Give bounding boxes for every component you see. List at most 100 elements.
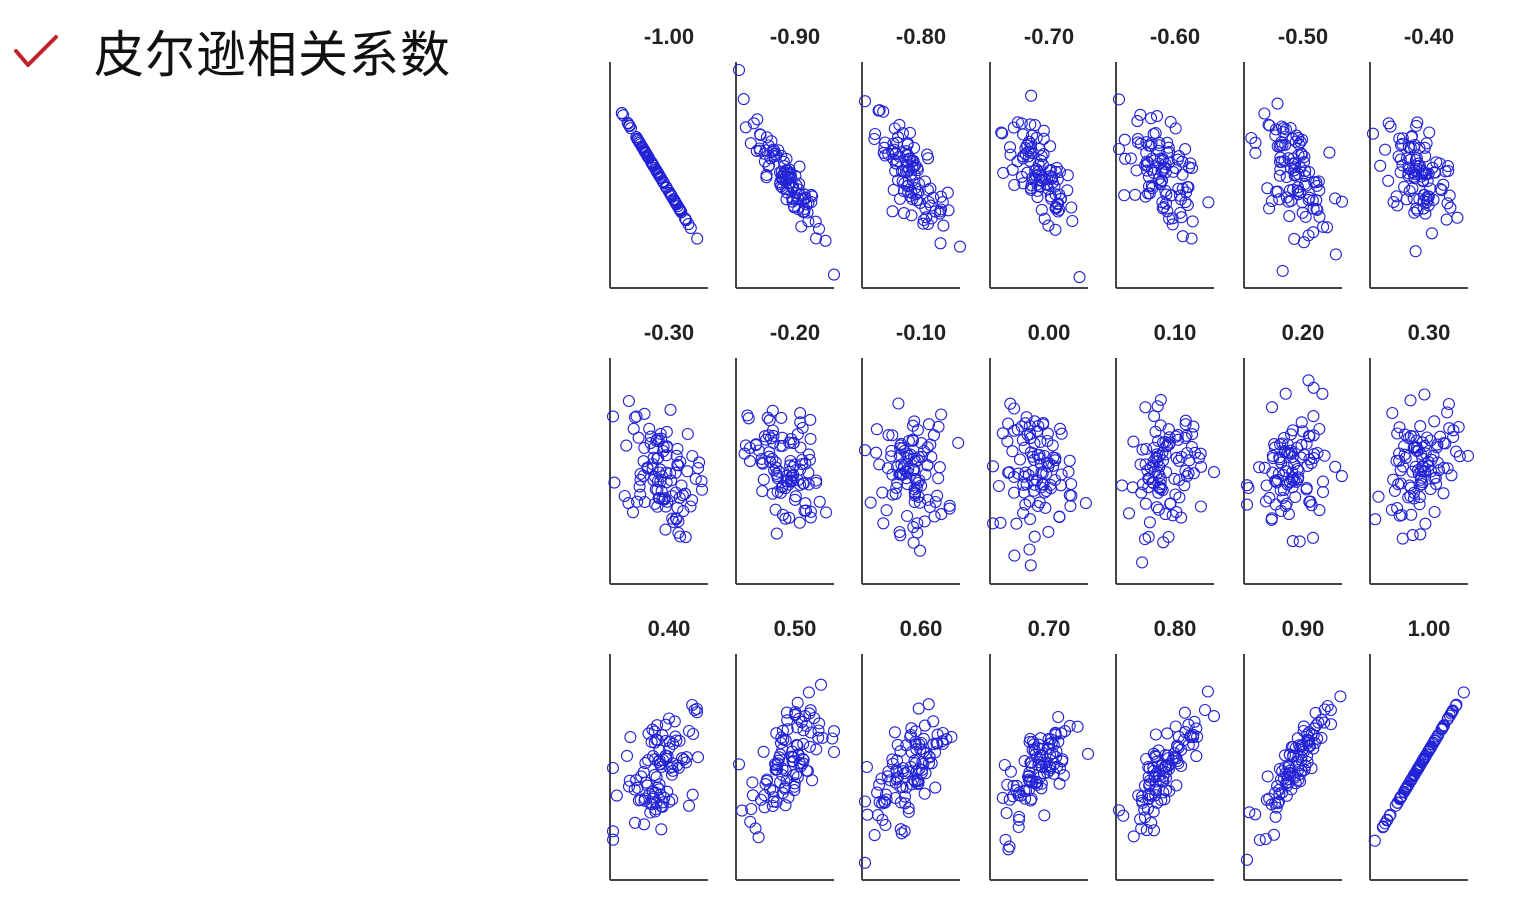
scatter-point: [1435, 184, 1448, 197]
scatter-point: [1055, 468, 1068, 481]
scatter-point: [770, 467, 783, 480]
scatter-point: [802, 686, 815, 699]
scatter-point: [900, 739, 913, 752]
scatter-point: [1036, 742, 1049, 755]
scatter-point: [886, 757, 899, 770]
scatter-point: [1136, 443, 1149, 456]
scatter-point: [1024, 513, 1037, 526]
scatter-point: [1178, 479, 1191, 492]
scatter-point: [894, 745, 907, 758]
scatter-point: [797, 737, 810, 750]
scatter-point: [631, 495, 644, 508]
scatter-point: [1253, 461, 1266, 474]
scatter-point: [695, 483, 709, 496]
scatter-point: [885, 450, 898, 463]
scatter-point: [1261, 770, 1274, 783]
scatter-point: [1416, 174, 1429, 187]
scatter-point: [895, 827, 908, 840]
scatter-point: [1148, 167, 1161, 180]
scatter-point: [774, 736, 788, 750]
scatter-point: [1154, 393, 1167, 406]
scatter-point: [670, 449, 683, 462]
scatter-point: [1118, 189, 1131, 202]
scatter-point: [766, 487, 779, 500]
scatter-point: [763, 414, 776, 427]
scatter-point: [934, 205, 947, 218]
scatter-point: [608, 476, 621, 489]
scatter-point: [918, 515, 931, 528]
scatter-point: [1409, 245, 1422, 258]
scatter-point: [898, 767, 912, 780]
scatter-point: [1151, 796, 1164, 809]
scatter-point: [1066, 214, 1079, 228]
scatter-point: [687, 727, 700, 741]
scatter-point: [693, 456, 706, 469]
scatter-point: [646, 457, 659, 471]
scatter-point: [810, 232, 823, 245]
scatter-point: [691, 232, 704, 245]
scatter-point: [1307, 742, 1320, 755]
scatter-point: [1406, 182, 1419, 195]
scatter-point: [1428, 415, 1441, 428]
scatter-point: [779, 799, 792, 812]
scatter-point: [887, 183, 900, 196]
scatter-point: [1170, 779, 1183, 792]
scatter-point: [679, 213, 693, 226]
scatter-point: [924, 438, 937, 451]
scatter-point: [1159, 157, 1172, 171]
scatter-point: [935, 508, 948, 521]
scatter-point: [905, 209, 918, 222]
scatter-point: [897, 207, 911, 220]
scatter-point: [1417, 753, 1430, 766]
scatter-point: [1419, 207, 1432, 220]
scatter-point: [888, 726, 901, 739]
scatter-point: [1295, 438, 1308, 451]
scatter-point: [1019, 466, 1032, 479]
scatter-point: [1279, 500, 1292, 513]
scatter-point: [917, 217, 930, 230]
scatter-point: [787, 460, 800, 474]
scatter-point: [1280, 191, 1293, 204]
scatter-point: [1404, 774, 1418, 787]
scatter-point: [1044, 733, 1058, 746]
scatter-point: [1118, 133, 1131, 146]
scatter-point: [1166, 509, 1179, 522]
scatter-point: [920, 211, 933, 224]
scatter-point: [764, 455, 777, 468]
scatter-point: [1281, 478, 1294, 491]
scatter-point: [1396, 532, 1409, 545]
panel-title: -0.40: [1404, 24, 1454, 49]
scatter-point: [1387, 195, 1400, 209]
scatter-point: [776, 787, 789, 800]
scatter-point: [760, 171, 773, 184]
scatter-point: [607, 833, 620, 846]
scatter-point: [1038, 212, 1051, 225]
scatter-point: [1031, 499, 1044, 513]
scatter-point: [1010, 517, 1023, 530]
scatter-point: [1391, 199, 1404, 212]
scatter-point: [875, 772, 888, 785]
scatter-point: [606, 410, 620, 423]
scatter-point: [1276, 139, 1289, 152]
scatter-point: [760, 433, 773, 446]
scatter-point: [1042, 742, 1055, 756]
scatter-point: [1445, 707, 1458, 720]
scatter-point: [871, 809, 884, 822]
scatter-point: [927, 715, 940, 728]
scatter-point: [1176, 230, 1189, 243]
scatter-point: [1003, 840, 1016, 853]
scatter-point: [681, 427, 694, 441]
scatter-point: [1023, 543, 1036, 556]
scatter-point: [892, 397, 905, 410]
scatter-point: [1130, 164, 1143, 177]
scatter-point: [661, 440, 674, 453]
scatter-point: [1443, 189, 1456, 202]
scatter-point: [1007, 121, 1020, 134]
scatter-point: [664, 403, 677, 416]
scatter-point: [1263, 119, 1276, 132]
scatter-point: [620, 749, 634, 762]
scatter-point: [1280, 170, 1293, 184]
scatter-point: [1263, 202, 1276, 215]
scatter-point: [1171, 428, 1184, 441]
scatter-point: [1002, 417, 1015, 430]
